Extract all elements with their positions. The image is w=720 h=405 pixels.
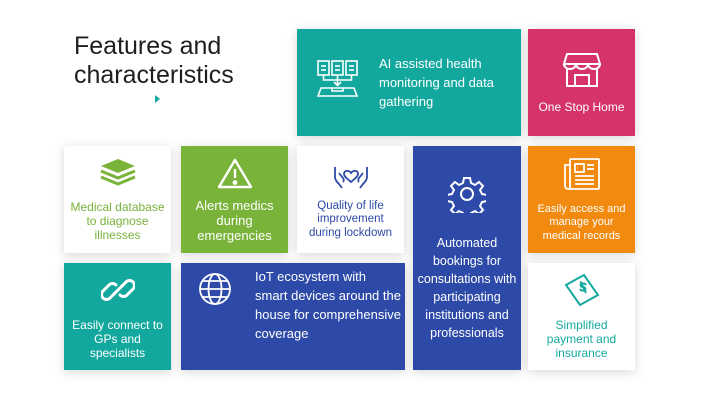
feature-tile-iot: IoT ecosystem with smart devices around … xyxy=(181,263,405,370)
feature-label: Automated bookings for consultations wit… xyxy=(417,235,517,340)
globe-icon xyxy=(197,271,233,312)
feature-label: Medical database to diagnose illnesses xyxy=(70,200,165,242)
feature-tile-alerts: Alerts medics during emergencies xyxy=(181,146,288,253)
feature-label: One Stop Home xyxy=(538,100,625,114)
layers-stack-icon xyxy=(98,157,138,194)
feature-label: Easily connect to GPs and specialists xyxy=(72,318,163,360)
feature-tile-connect-gps: Easily connect to GPs and specialists xyxy=(64,263,171,370)
feature-tile-automated-bookings: Automated bookings for consultations wit… xyxy=(413,146,521,370)
feature-label: AI assisted health monitoring and data g… xyxy=(379,56,494,109)
title-accent-marker xyxy=(155,95,160,103)
chain-link-icon xyxy=(99,273,136,312)
feature-label: IoT ecosystem with smart devices around … xyxy=(255,269,401,341)
feature-tile-medical-database: Medical database to diagnose illnesses xyxy=(64,146,171,253)
warning-triangle-icon xyxy=(217,157,253,194)
feature-label: Easily access and manage your medical re… xyxy=(537,202,626,242)
page-title: Features and characteristics xyxy=(74,32,234,89)
feature-label: Simplified payment and insurance xyxy=(546,318,617,360)
feature-tile-payment: Simplified payment and insurance xyxy=(528,263,635,370)
dollar-bill-icon xyxy=(562,273,602,312)
feature-tile-ai-health: AI assisted health monitoring and data g… xyxy=(297,29,521,136)
heart-hands-icon xyxy=(332,159,370,196)
feature-tile-easy-access: Easily access and manage your medical re… xyxy=(528,146,635,253)
newspaper-icon xyxy=(562,156,602,197)
feature-label: Alerts medics during emergencies xyxy=(195,197,274,243)
storefront-icon xyxy=(562,51,602,94)
feature-tile-quality-of-life: Quality of life improvement during lockd… xyxy=(297,146,404,253)
feature-label: Quality of life improvement during lockd… xyxy=(308,199,393,239)
feature-tile-one-stop-home: One Stop Home xyxy=(528,29,635,136)
documents-tray-icon xyxy=(315,57,361,108)
gear-icon xyxy=(446,175,488,219)
